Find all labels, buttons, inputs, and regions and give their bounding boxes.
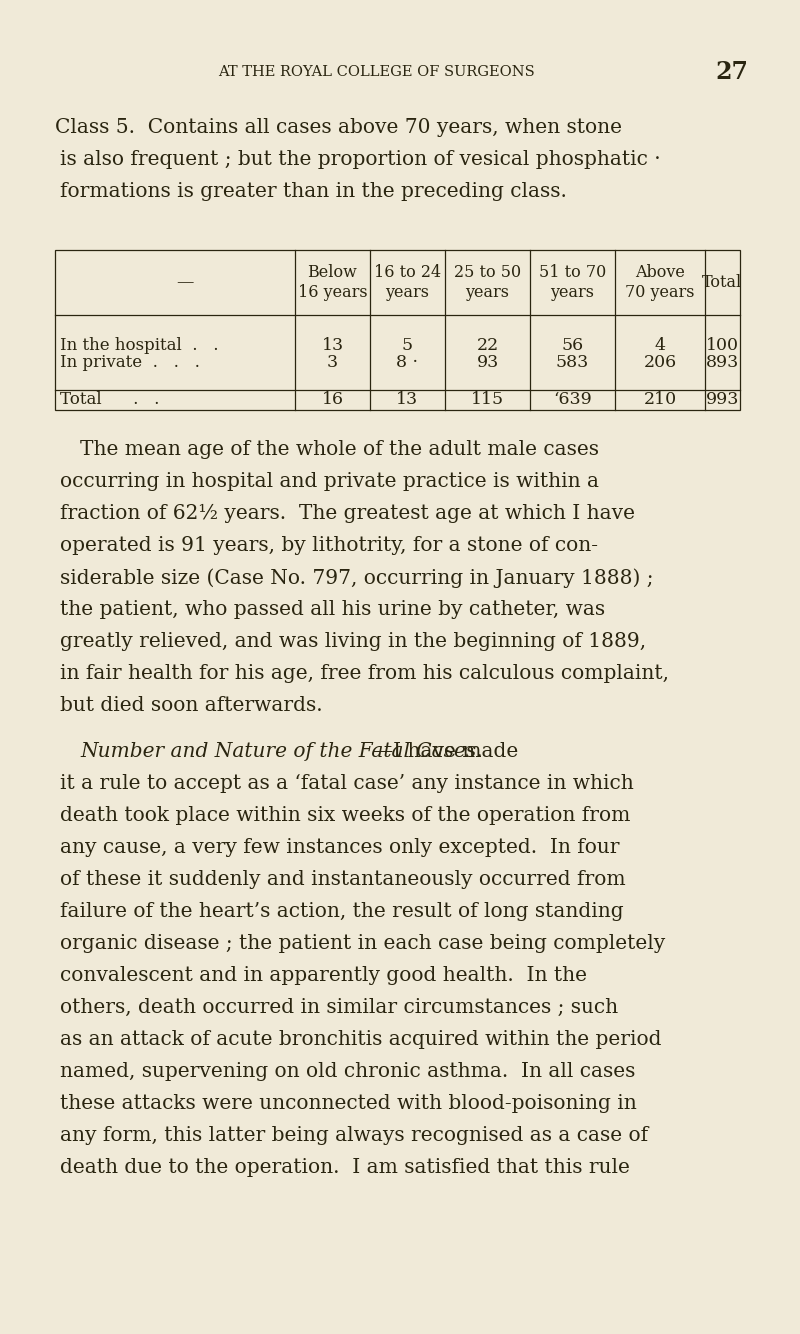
Text: 16: 16 [322,391,343,408]
Text: 16 to 24
years: 16 to 24 years [374,264,441,301]
Text: the patient, who passed all his urine by catheter, was: the patient, who passed all his urine by… [60,600,605,619]
Text: 4: 4 [654,338,666,354]
Text: 27: 27 [715,60,749,84]
Text: 206: 206 [643,354,677,371]
Text: fraction of 62½ years.  The greatest age at which I have: fraction of 62½ years. The greatest age … [60,504,635,523]
Text: named, supervening on old chronic asthma.  In all cases: named, supervening on old chronic asthma… [60,1062,635,1081]
Text: —: — [176,273,194,291]
Text: occurring in hospital and private practice is within a: occurring in hospital and private practi… [60,472,599,491]
Text: 5: 5 [402,338,413,354]
Text: of these it suddenly and instantaneously occurred from: of these it suddenly and instantaneously… [60,870,626,888]
Bar [55,249,740,410]
Text: these attacks were unconnected with blood-poisoning in: these attacks were unconnected with bloo… [60,1094,637,1113]
Text: 8 ·: 8 · [397,354,418,371]
Text: Class 5.  Contains all cases above 70 years, when stone: Class 5. Contains all cases above 70 yea… [55,117,622,137]
Text: 22: 22 [476,338,498,354]
Text: AT THE ROYAL COLLEGE OF SURGEONS: AT THE ROYAL COLLEGE OF SURGEONS [218,65,534,79]
Text: any cause, a very few instances only excepted.  In four: any cause, a very few instances only exc… [60,838,619,856]
Text: 25 to 50
years: 25 to 50 years [454,264,521,301]
Text: is also frequent ; but the proportion of vesical phosphatic ·: is also frequent ; but the proportion of… [60,149,661,169]
Text: —I have made: —I have made [373,742,518,760]
Text: but died soon afterwards.: but died soon afterwards. [60,696,322,715]
Text: 115: 115 [471,391,504,408]
Text: 56: 56 [562,338,583,354]
Text: 13: 13 [322,338,343,354]
Text: 51 to 70
years: 51 to 70 years [539,264,606,301]
Text: 13: 13 [397,391,418,408]
Text: 993: 993 [706,391,739,408]
Text: greatly relieved, and was living in the beginning of 1889,: greatly relieved, and was living in the … [60,632,646,651]
Text: Total      .   .: Total . . [60,391,159,408]
Text: 93: 93 [476,354,498,371]
Text: as an attack of acute bronchitis acquired within the period: as an attack of acute bronchitis acquire… [60,1030,662,1049]
Text: In the hospital  .   .: In the hospital . . [60,338,218,354]
Text: formations is greater than in the preceding class.: formations is greater than in the preced… [60,181,567,201]
Text: in fair health for his age, free from his calculous complaint,: in fair health for his age, free from hi… [60,664,669,683]
Text: operated is 91 years, by lithotrity, for a stone of con-: operated is 91 years, by lithotrity, for… [60,536,598,555]
Text: The mean age of the whole of the adult male cases: The mean age of the whole of the adult m… [80,440,599,459]
Text: death due to the operation.  I am satisfied that this rule: death due to the operation. I am satisfi… [60,1158,630,1177]
Text: siderable size (Case No. 797, occurring in January 1888) ;: siderable size (Case No. 797, occurring … [60,568,654,588]
Text: it a rule to accept as a ‘fatal case’ any instance in which: it a rule to accept as a ‘fatal case’ an… [60,774,634,794]
Text: 100: 100 [706,338,739,354]
Text: failure of the heart’s action, the result of long standing: failure of the heart’s action, the resul… [60,902,624,920]
Text: others, death occurred in similar circumstances ; such: others, death occurred in similar circum… [60,998,618,1017]
Text: In private  .   .   .: In private . . . [60,354,200,371]
Text: organic disease ; the patient in each case being completely: organic disease ; the patient in each ca… [60,934,666,952]
Text: Number and Nature of the Fatal Cases.: Number and Nature of the Fatal Cases. [80,742,482,760]
Text: 3: 3 [327,354,338,371]
Text: Total: Total [702,273,742,291]
Text: death took place within six weeks of the operation from: death took place within six weeks of the… [60,806,630,824]
Text: 210: 210 [643,391,677,408]
Text: 893: 893 [706,354,739,371]
Text: any form, this latter being always recognised as a case of: any form, this latter being always recog… [60,1126,648,1145]
Text: convalescent and in apparently good health.  In the: convalescent and in apparently good heal… [60,966,587,984]
Text: ‘639: ‘639 [553,391,592,408]
Text: Below
16 years: Below 16 years [298,264,367,301]
Text: Above
70 years: Above 70 years [626,264,694,301]
Text: 583: 583 [556,354,589,371]
